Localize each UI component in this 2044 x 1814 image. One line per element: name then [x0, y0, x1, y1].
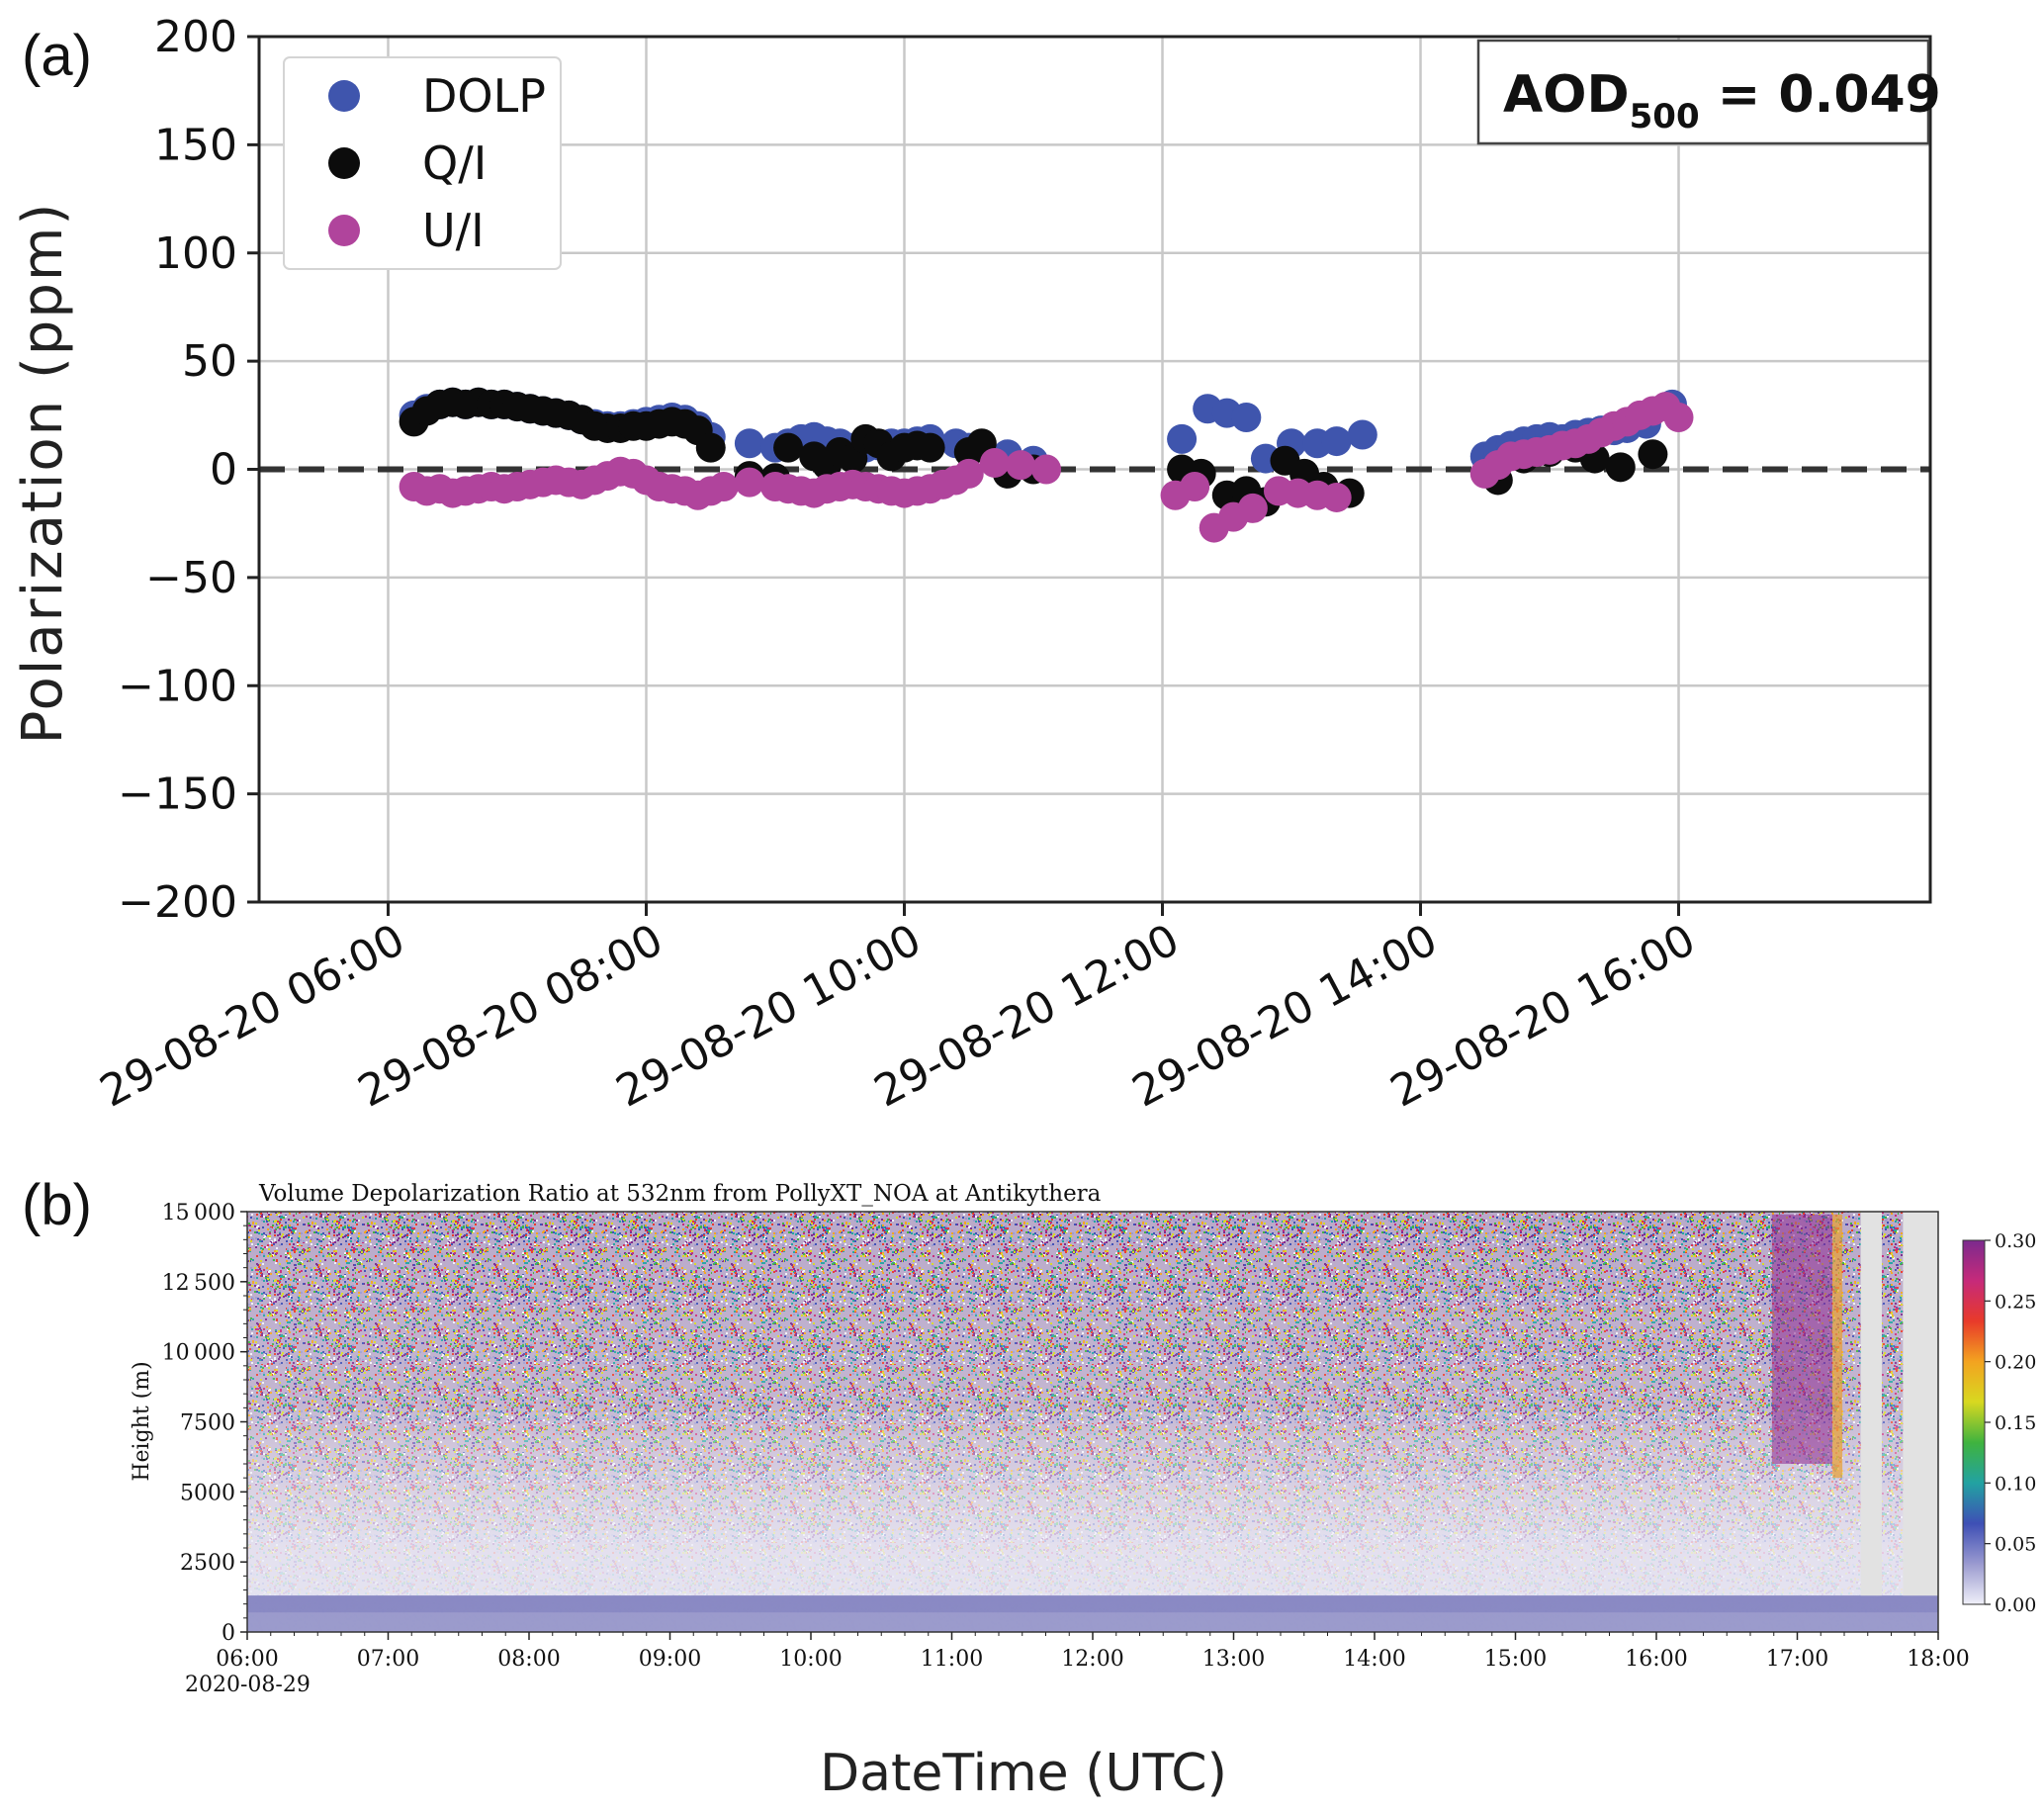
panel-b-title: Volume Depolarization Ratio at 532nm fro… — [258, 1181, 1102, 1207]
x-tick-label: 15:00 — [1484, 1647, 1547, 1672]
point-q-i — [1605, 452, 1636, 483]
legend-label-u-i: U/I — [422, 204, 485, 257]
colorbar-tick-label: 0.00 — [1995, 1594, 2036, 1616]
point-u-i — [1180, 472, 1210, 501]
colorbar-tick-label: 0.10 — [1995, 1473, 2036, 1495]
point-q-i — [773, 432, 804, 463]
aod-annotation: AOD500 = 0.049 — [1476, 39, 1941, 145]
y-tick-label: 5000 — [180, 1481, 235, 1505]
point-u-i — [734, 467, 764, 498]
y-tick-label: −150 — [118, 770, 237, 820]
legend-box — [283, 56, 562, 270]
aod-suffix: = 0.049 — [1700, 65, 1941, 125]
point-u-i — [1031, 454, 1062, 485]
point-u-i — [1321, 482, 1352, 512]
point-dolp — [1347, 419, 1377, 450]
series-u-i — [399, 392, 1694, 543]
legend-label-q-i: Q/I — [422, 136, 487, 190]
no-data-region — [1903, 1212, 1938, 1596]
high-depolarization-region — [1771, 1214, 1833, 1464]
aod-annotation-box — [1476, 39, 1930, 145]
y-tick-label: 7500 — [180, 1411, 235, 1436]
point-dolp — [734, 428, 764, 459]
y-tick-label: 0 — [222, 1621, 235, 1646]
x-tick-label: 12:00 — [1061, 1647, 1123, 1672]
y-tick-label: −100 — [118, 661, 237, 711]
legend-swatch-q-i — [328, 147, 360, 179]
colorbar-tick-label: 0.05 — [1995, 1534, 2036, 1556]
colorbar-bar — [1962, 1239, 1986, 1605]
x-tick-label: 06:00 — [216, 1647, 278, 1672]
panel-a-data-points — [399, 387, 1694, 543]
y-tick-label: 2500 — [180, 1551, 235, 1576]
legend-swatch-dolp — [328, 80, 360, 112]
x-tick-label: 18:00 — [1907, 1647, 1969, 1672]
panel-a-axes-frame — [257, 35, 1932, 904]
y-tick-label: 10 000 — [162, 1341, 235, 1366]
point-u-i — [1005, 450, 1035, 481]
heatmap-lower-fade — [247, 1212, 1938, 1632]
point-q-i — [915, 432, 945, 463]
panel-b-heatmap — [247, 1212, 1938, 1632]
x-tick-label: 17:00 — [1766, 1647, 1828, 1672]
shared-x-axis-label: DateTime (UTC) — [820, 1744, 1227, 1803]
point-u-i — [953, 458, 984, 489]
point-q-i — [1638, 439, 1668, 470]
panel-a-y-axis-label: Polarization (ppm) — [11, 202, 75, 745]
x-tick-label: 16:00 — [1625, 1647, 1687, 1672]
colorbar-tick-label: 0.25 — [1995, 1291, 2036, 1313]
x-tick-label: 11:00 — [921, 1647, 983, 1672]
point-q-i — [695, 432, 726, 463]
panel-b-date-label: 2020-08-29 — [185, 1673, 311, 1697]
colorbar-tick-label: 0.15 — [1995, 1412, 2036, 1434]
x-tick-label: 13:00 — [1202, 1647, 1265, 1672]
aod-subscript: 500 — [1630, 97, 1700, 136]
point-u-i — [1663, 403, 1694, 432]
y-tick-label: −200 — [118, 877, 237, 928]
y-tick-label: 150 — [154, 120, 237, 170]
panel-b-y-ticks: 0 2500 5000 7500 10 000 12 500 15 000 — [162, 1201, 247, 1646]
panel-b-chart: Volume Depolarization Ratio at 532nm fro… — [130, 1181, 2036, 1697]
high-depolarization-edge — [1832, 1214, 1843, 1479]
colorbar-ticks: 0.30 0.25 0.20 0.15 0.10 0.05 0.00 — [1985, 1230, 2036, 1616]
aod-prefix: AOD — [1503, 65, 1630, 125]
colorbar-tick-label: 0.30 — [1995, 1230, 2036, 1252]
point-u-i — [708, 472, 739, 501]
legend-swatch-u-i — [328, 215, 360, 246]
y-tick-label: 50 — [182, 336, 237, 387]
colorbar-tick-label: 0.20 — [1995, 1352, 2036, 1374]
boundary-layer-core — [247, 1595, 1938, 1613]
heatmap-features — [247, 1212, 1938, 1632]
x-tick-label: 07:00 — [357, 1647, 419, 1672]
x-tick-label: 10:00 — [779, 1647, 842, 1672]
y-tick-label: 200 — [154, 12, 237, 62]
y-tick-label: −50 — [145, 553, 237, 603]
y-tick-label: 15 000 — [162, 1201, 235, 1225]
panel-b-x-ticks: 06:00 07:00 08:00 09:00 10:00 11:00 12:00 13:00… — [216, 1632, 1970, 1672]
panel-b-y-axis-label: Height (m) — [130, 1361, 154, 1481]
y-tick-label: 12 500 — [162, 1271, 235, 1296]
colorbar: 0.30 0.25 0.20 0.15 0.10 0.05 0.00 — [1962, 1230, 2036, 1616]
panel-a-legend: DOLP Q/I U/I — [283, 56, 562, 270]
y-tick-label: 0 — [210, 445, 237, 496]
point-dolp — [1167, 423, 1198, 454]
point-u-i — [1237, 493, 1268, 523]
aod-annotation-text: AOD500 = 0.049 — [1503, 65, 1941, 136]
legend-label-dolp: DOLP — [422, 69, 546, 123]
point-dolp — [1231, 403, 1262, 432]
panel-b-label: (b) — [22, 1173, 92, 1237]
y-tick-label: 100 — [154, 228, 237, 279]
no-data-region — [1860, 1212, 1882, 1596]
panel-a-label: (a) — [22, 24, 92, 88]
point-dolp — [1321, 426, 1352, 457]
point-u-i — [979, 447, 1010, 478]
x-tick-label: 14:00 — [1343, 1647, 1405, 1672]
x-tick-label: 08:00 — [497, 1647, 560, 1672]
panel-a-y-ticks: 200 150 100 50 0 −50 −100 −150 −200 — [118, 12, 259, 928]
x-tick-label: 09:00 — [639, 1647, 701, 1672]
